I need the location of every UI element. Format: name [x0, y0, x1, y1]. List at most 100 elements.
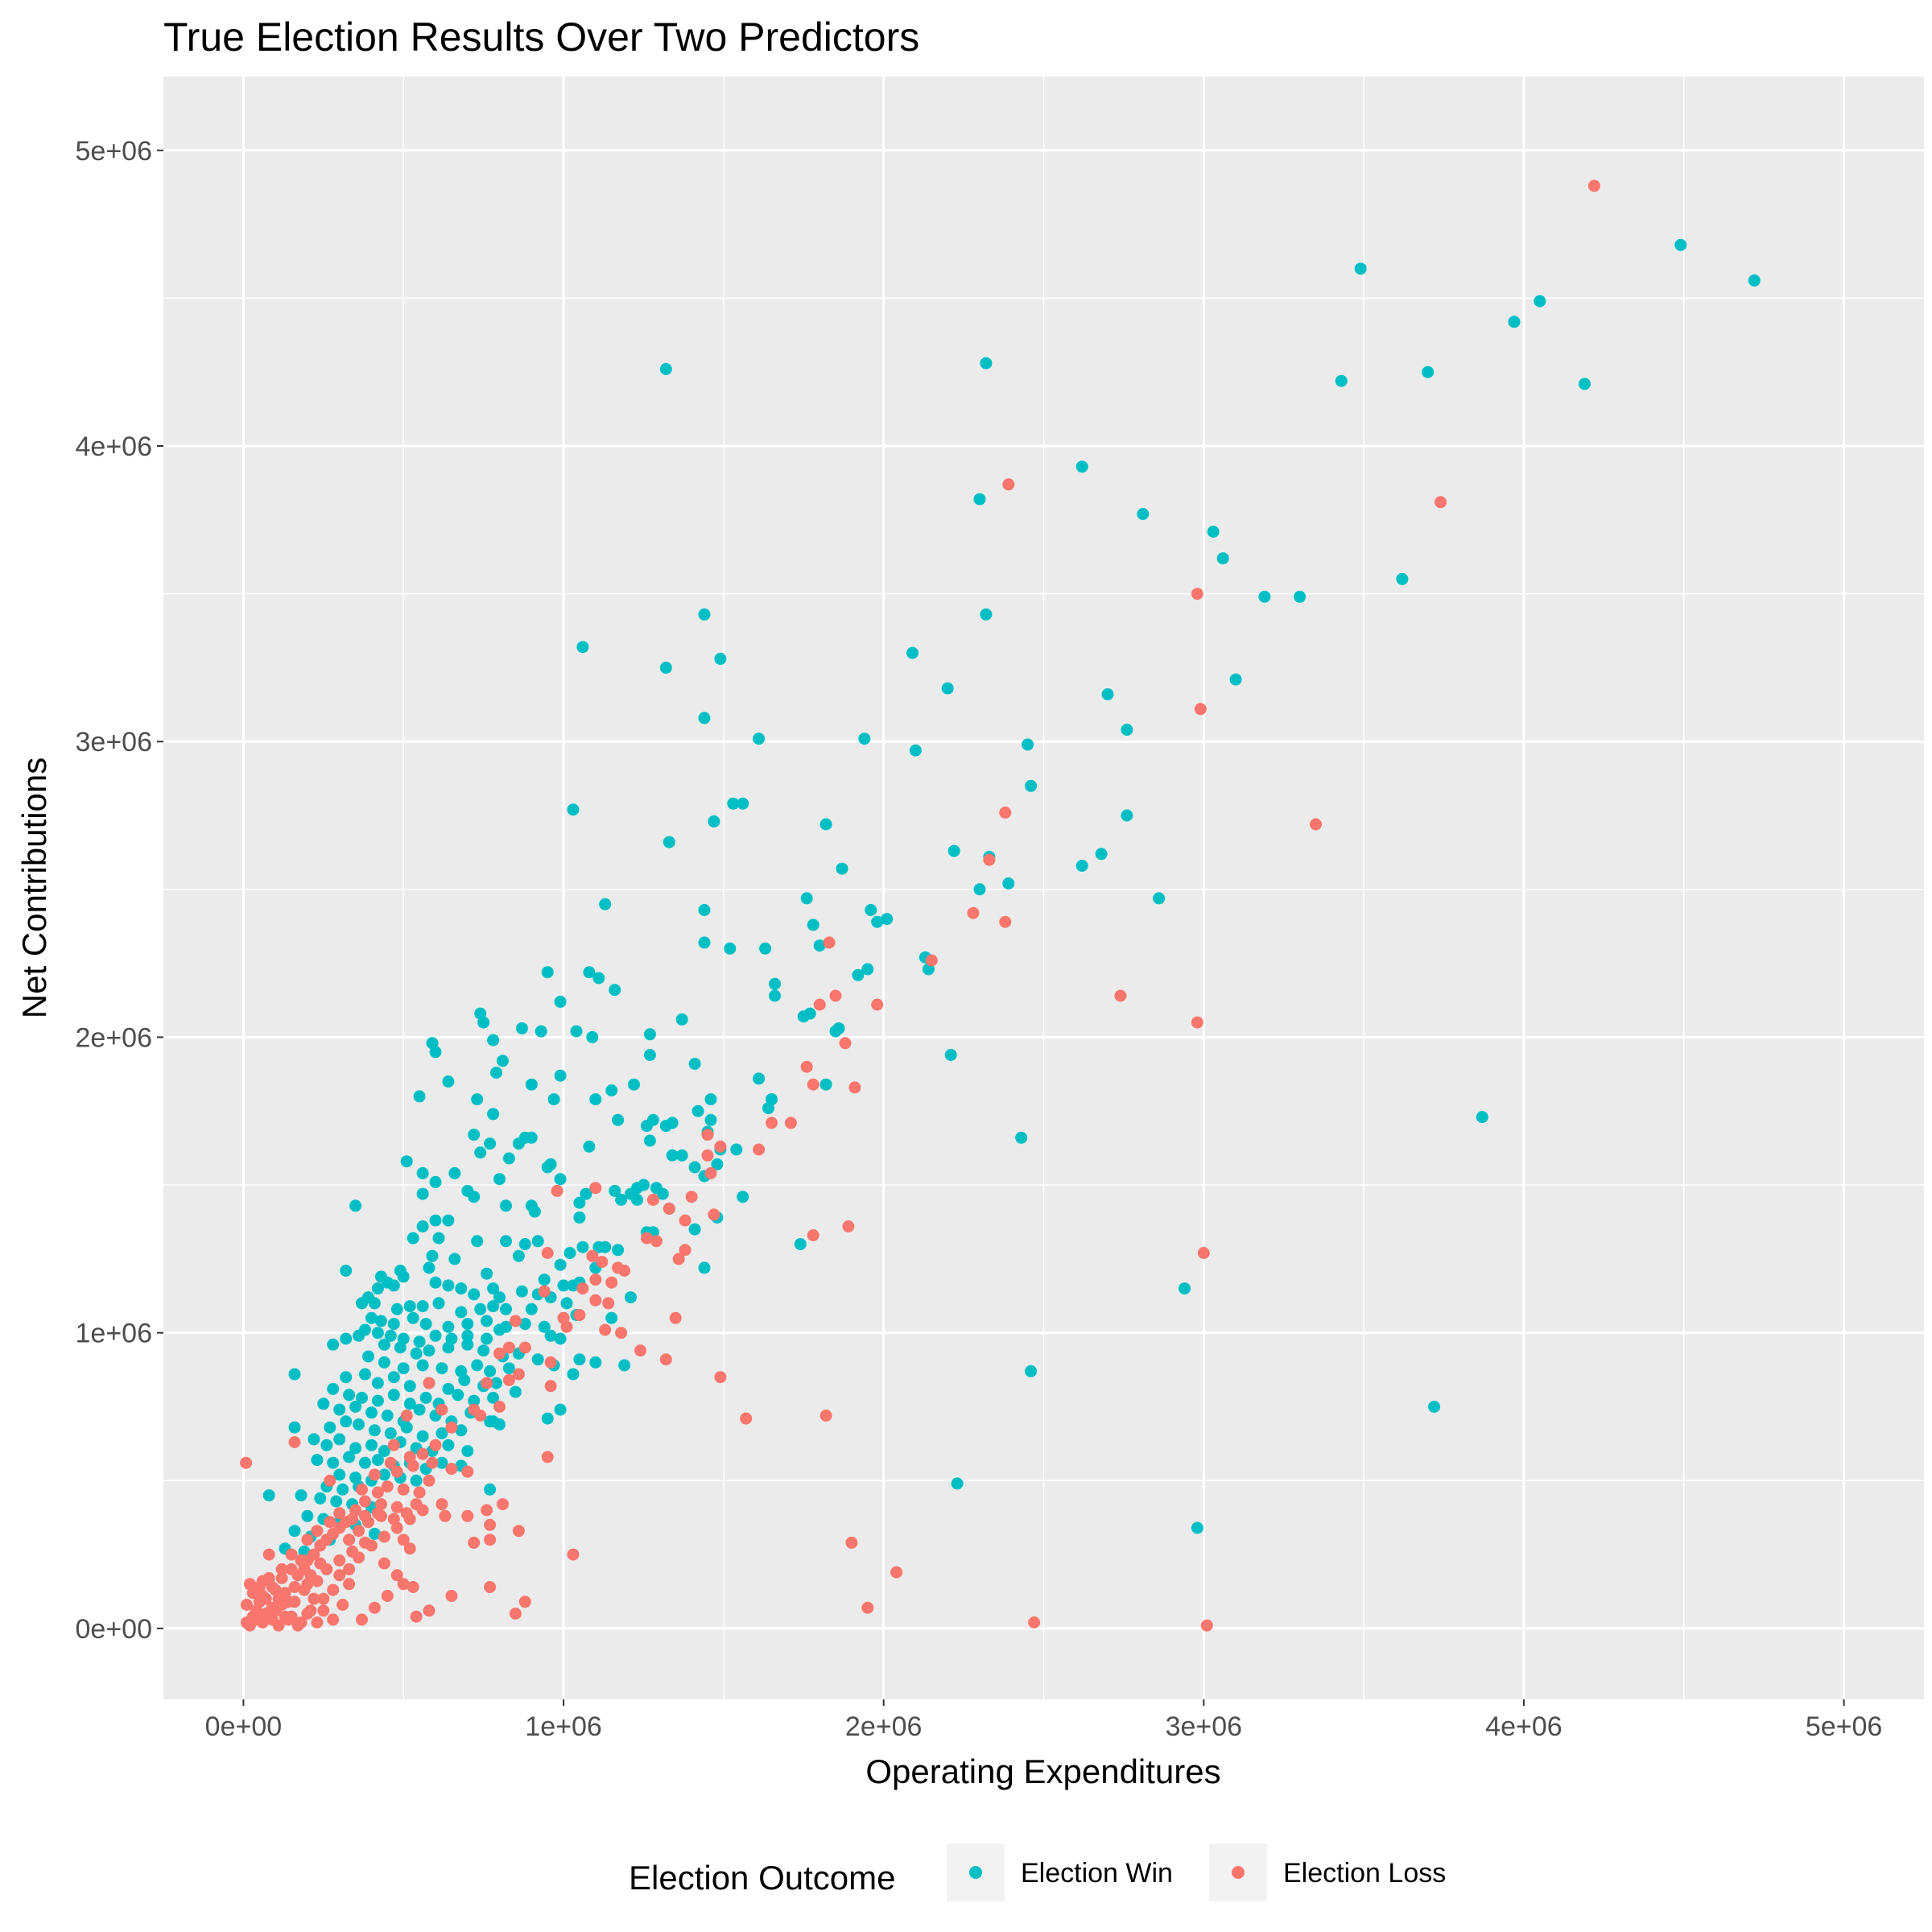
data-point	[640, 1232, 653, 1245]
data-point	[497, 1055, 509, 1067]
data-point	[240, 1616, 253, 1629]
data-point	[471, 1093, 484, 1106]
data-point	[643, 1134, 656, 1147]
data-point	[474, 1410, 487, 1422]
data-point	[666, 1117, 679, 1129]
data-point	[515, 1022, 528, 1034]
data-point	[544, 1380, 557, 1393]
data-point	[829, 989, 842, 1002]
data-point	[819, 818, 832, 831]
data-point	[538, 1285, 551, 1298]
data-point	[387, 1371, 400, 1384]
data-point	[663, 836, 675, 848]
data-point	[336, 1599, 349, 1611]
minor-gridlines	[163, 76, 1924, 1699]
data-point	[807, 919, 819, 931]
data-point	[410, 1610, 423, 1623]
data-point	[605, 1084, 618, 1096]
data-point	[378, 1356, 390, 1368]
data-point	[1121, 809, 1133, 822]
data-point	[468, 1288, 481, 1301]
data-point	[439, 1509, 452, 1522]
data-point	[407, 1232, 419, 1245]
data-point	[589, 1274, 602, 1286]
data-point	[371, 1327, 384, 1340]
data-point	[314, 1557, 327, 1570]
data-point	[541, 1451, 554, 1463]
y-tick-label: 0e+00	[76, 1614, 153, 1645]
data-point	[493, 1291, 506, 1304]
data-point	[509, 1608, 522, 1620]
data-point	[819, 1078, 832, 1091]
data-point	[362, 1516, 374, 1529]
data-point	[240, 1456, 253, 1469]
data-point	[368, 1527, 381, 1540]
data-point	[436, 1498, 448, 1511]
data-point	[583, 966, 596, 979]
data-point	[618, 1359, 631, 1372]
data-point	[605, 1311, 618, 1324]
data-point	[512, 1137, 525, 1150]
data-point	[724, 942, 737, 955]
x-tick-label: 3e+06	[1166, 1711, 1243, 1742]
data-point	[343, 1451, 356, 1463]
y-tick-label: 4e+06	[76, 431, 153, 462]
data-point	[493, 1347, 506, 1360]
data-point	[1095, 848, 1108, 861]
data-point	[538, 1274, 551, 1286]
data-point	[397, 1270, 410, 1283]
data-point	[429, 1276, 442, 1289]
data-point	[1354, 262, 1367, 275]
data-point	[481, 1267, 493, 1280]
data-point	[865, 904, 877, 916]
data-point	[481, 1315, 493, 1327]
data-point	[1015, 1131, 1028, 1144]
data-point	[599, 1241, 612, 1253]
data-point	[554, 1403, 567, 1416]
data-point	[403, 1542, 416, 1555]
data-point	[371, 1282, 384, 1295]
data-point	[333, 1507, 346, 1520]
data-point	[448, 1253, 461, 1265]
data-point	[477, 1016, 490, 1029]
data-point	[468, 1536, 481, 1549]
data-point	[288, 1421, 301, 1434]
x-axis-title: Operating Expenditures	[865, 1752, 1220, 1790]
data-point	[301, 1578, 314, 1591]
data-point	[458, 1373, 471, 1386]
data-point	[410, 1347, 423, 1360]
data-point	[528, 1205, 541, 1218]
data-point	[618, 1265, 631, 1277]
data-point	[650, 1235, 663, 1248]
data-point	[1101, 688, 1114, 700]
data-point	[429, 1329, 442, 1342]
data-point	[349, 1401, 362, 1413]
data-point	[493, 1173, 506, 1186]
data-point	[762, 1102, 774, 1115]
data-point	[704, 1093, 717, 1106]
data-point	[881, 913, 894, 926]
data-point	[544, 1329, 557, 1342]
data-point	[564, 1247, 576, 1259]
data-point	[688, 1058, 701, 1070]
data-point	[871, 998, 884, 1011]
data-point	[609, 984, 621, 997]
data-point	[583, 1140, 596, 1153]
legend-title: Election Outcome	[629, 1859, 896, 1897]
data-point	[362, 1350, 374, 1363]
data-point	[272, 1592, 285, 1605]
data-point	[343, 1389, 356, 1402]
data-point	[256, 1616, 269, 1629]
data-point	[461, 1465, 474, 1478]
data-point	[612, 1244, 625, 1257]
data-point	[403, 1397, 416, 1410]
data-point	[387, 1318, 400, 1331]
data-point	[800, 1060, 813, 1073]
data-point	[484, 1581, 497, 1593]
data-point	[1476, 1111, 1488, 1124]
data-point	[487, 1282, 500, 1295]
data-point	[330, 1495, 343, 1508]
data-point	[390, 1302, 403, 1315]
x-tick-label: 2e+06	[845, 1711, 923, 1742]
